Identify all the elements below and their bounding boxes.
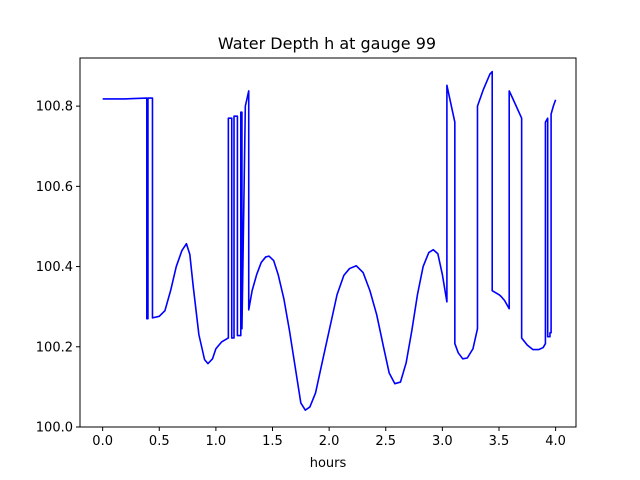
x-tick-label: 3.5 — [489, 434, 510, 449]
y-tick-label: 100.6 — [36, 180, 73, 195]
x-axis-label: hours — [310, 456, 347, 471]
plot-area — [102, 70, 557, 411]
x-axis: 0.0 0.5 1.0 1.5 2.0 2.5 3.0 3.5 4.0 — [92, 427, 566, 449]
x-tick-label: 3.0 — [432, 434, 453, 449]
chart-title: Water Depth h at gauge 99 — [218, 34, 436, 53]
x-tick-label: 2.5 — [375, 434, 396, 449]
x-tick-label: 1.5 — [262, 434, 283, 449]
y-axis: 100.0 100.2 100.4 100.6 100.8 — [36, 100, 80, 436]
x-tick-label: 0.5 — [149, 434, 170, 449]
y-tick-label: 100.4 — [36, 260, 73, 275]
x-tick-label: 1.0 — [206, 434, 227, 449]
y-tick-label: 100.0 — [36, 421, 73, 436]
x-tick-label: 4.0 — [545, 434, 566, 449]
x-tick-label: 0.0 — [92, 434, 113, 449]
y-tick-label: 100.2 — [36, 340, 73, 355]
plot-frame — [79, 57, 577, 428]
y-tick-label: 100.8 — [36, 100, 73, 115]
series-line-0 — [102, 70, 557, 411]
x-tick-label: 2.0 — [319, 434, 340, 449]
